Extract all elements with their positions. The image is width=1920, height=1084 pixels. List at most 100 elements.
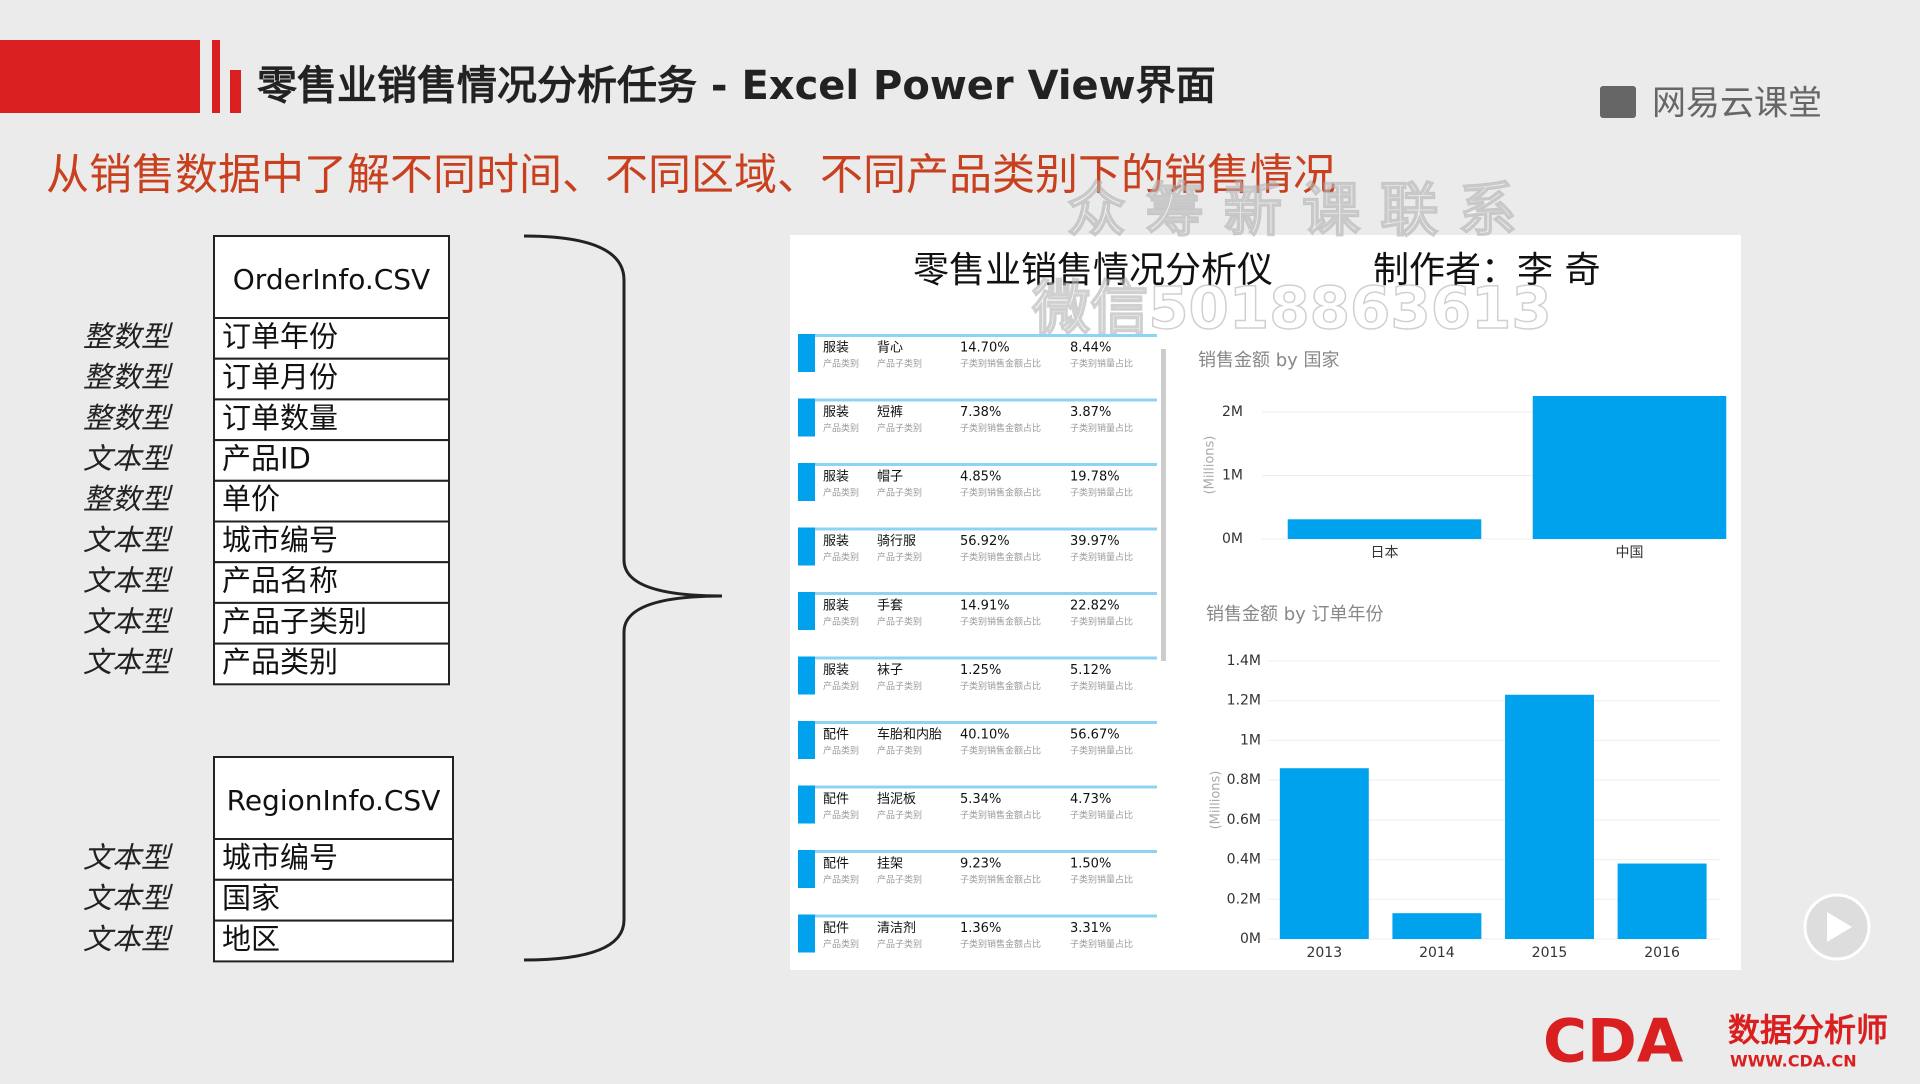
header-bar [0, 40, 200, 113]
card-label: 子类别销量占比 [1070, 938, 1133, 950]
card-label: 产品类别 [823, 745, 859, 757]
card-value: 39.97% [1070, 534, 1120, 549]
card-value: 挂架 [877, 857, 903, 872]
x-tick-label: 中国 [1616, 545, 1644, 561]
field-name: 城市编号 [222, 523, 338, 557]
bar [1287, 519, 1482, 539]
card-value: 7.38% [960, 405, 1001, 420]
dashboard-author: 制作者：李 奇 [1373, 250, 1600, 291]
card-label: 产品子类别 [877, 809, 922, 821]
card-label: 产品类别 [823, 874, 859, 886]
bar [1392, 913, 1482, 939]
card-label: 产品类别 [823, 616, 859, 628]
card-value: 40.10% [960, 728, 1010, 743]
card-label: 产品子类别 [877, 745, 922, 757]
card-accent [798, 592, 815, 630]
table-row [213, 642, 450, 686]
card-label: 子类别销量占比 [1070, 358, 1133, 370]
x-tick-label: 日本 [1371, 545, 1399, 561]
card-label: 子类别销售金额占比 [960, 358, 1041, 370]
logo-icon [1600, 86, 1636, 118]
card-value: 服装 [823, 470, 849, 485]
field-type: 整数型 [83, 319, 173, 353]
card-value: 手套 [877, 598, 903, 614]
x-tick-label: 2013 [1306, 945, 1342, 961]
card-value: 服装 [823, 663, 849, 678]
card-value: 9.23% [960, 857, 1001, 872]
card-accent [798, 914, 815, 953]
subtitle: 从销售数据中了解不同时间、不同区域、不同产品类别下的销售情况 [46, 151, 1336, 201]
card-line [798, 914, 1157, 918]
card-line [798, 721, 1157, 724]
card-label: 产品类别 [823, 551, 859, 563]
field-name: 产品名称 [222, 564, 338, 598]
header-stripe [212, 40, 220, 113]
card-label: 子类别销量占比 [1070, 616, 1133, 628]
card-accent [798, 656, 815, 695]
y-tick-label: 0M [1240, 931, 1261, 947]
card-label: 产品子类别 [877, 358, 922, 370]
card-label: 产品类别 [823, 422, 859, 434]
card-accent [798, 850, 815, 888]
field-name: 产品ID [222, 441, 311, 475]
card-line [798, 592, 1157, 595]
card-label: 产品子类别 [877, 680, 922, 692]
y-tick-label: 1M [1222, 467, 1243, 483]
card-value: 22.82% [1070, 599, 1120, 614]
card-value: 3.31% [1070, 921, 1111, 936]
card-accent [798, 721, 815, 759]
footer-logo-cn: 数据分析师 [1728, 1011, 1888, 1049]
card-value: 配件 [823, 728, 849, 743]
y-axis-label: (Millions) [1209, 771, 1224, 830]
card-accent [798, 527, 815, 566]
card-value: 56.92% [960, 534, 1010, 549]
card-label: 产品子类别 [877, 487, 922, 499]
scrollbar [1161, 349, 1166, 661]
field-name: 地区 [222, 922, 280, 956]
y-tick-label: 0.4M [1227, 852, 1261, 868]
table-row [213, 398, 450, 442]
header-stripe [230, 70, 241, 113]
field-name: 产品类别 [222, 645, 338, 679]
field-name: 订单年份 [222, 319, 338, 353]
card-value: 3.87% [1070, 405, 1111, 420]
footer-url: WWW.CDA.CN [1730, 1052, 1857, 1071]
card-label: 产品子类别 [877, 551, 922, 563]
bar [1505, 694, 1594, 939]
card-label: 子类别销售金额占比 [960, 616, 1041, 628]
card-accent [798, 785, 815, 824]
card-value: 袜子 [877, 663, 903, 678]
card-line [798, 463, 1157, 466]
card-label: 子类别销量占比 [1070, 487, 1133, 499]
card-label: 子类别销售金额占比 [960, 422, 1041, 434]
card-label: 子类别销量占比 [1070, 745, 1133, 757]
card-value: 56.67% [1070, 728, 1120, 743]
card-label: 子类别销售金额占比 [960, 487, 1041, 499]
field-type: 文本型 [83, 564, 173, 598]
card-label: 子类别销量占比 [1070, 680, 1133, 692]
card-value: 1.36% [960, 921, 1001, 936]
card-value: 服装 [823, 534, 849, 549]
card-value: 服装 [823, 599, 849, 614]
card-label: 产品子类别 [877, 422, 922, 434]
card-line [798, 398, 1157, 402]
y-tick-label: 2M [1222, 404, 1243, 420]
field-type: 文本型 [83, 441, 173, 475]
card-value: 挡泥板 [877, 792, 916, 807]
table-row [213, 317, 450, 360]
y-tick-label: 1.4M [1227, 653, 1261, 669]
card-label: 产品类别 [823, 680, 859, 692]
card-value: 清洁剂 [877, 921, 916, 936]
card-value: 帽子 [877, 469, 903, 485]
card-label: 子类别销售金额占比 [960, 874, 1041, 886]
table-row [213, 838, 454, 881]
dashboard-title: 零售业销售情况分析仪 [913, 250, 1273, 291]
field-type: 整数型 [83, 360, 173, 394]
card-label: 子类别销售金额占比 [960, 809, 1041, 821]
y-tick-label: 0M [1222, 531, 1243, 547]
card-value: 配件 [823, 857, 849, 872]
watermark: 众 筹 新 课 联 系 [1068, 176, 1517, 244]
field-type: 整数型 [83, 401, 173, 435]
card-label: 子类别销售金额占比 [960, 680, 1041, 692]
y-axis-label: (Millions) [1203, 436, 1218, 495]
